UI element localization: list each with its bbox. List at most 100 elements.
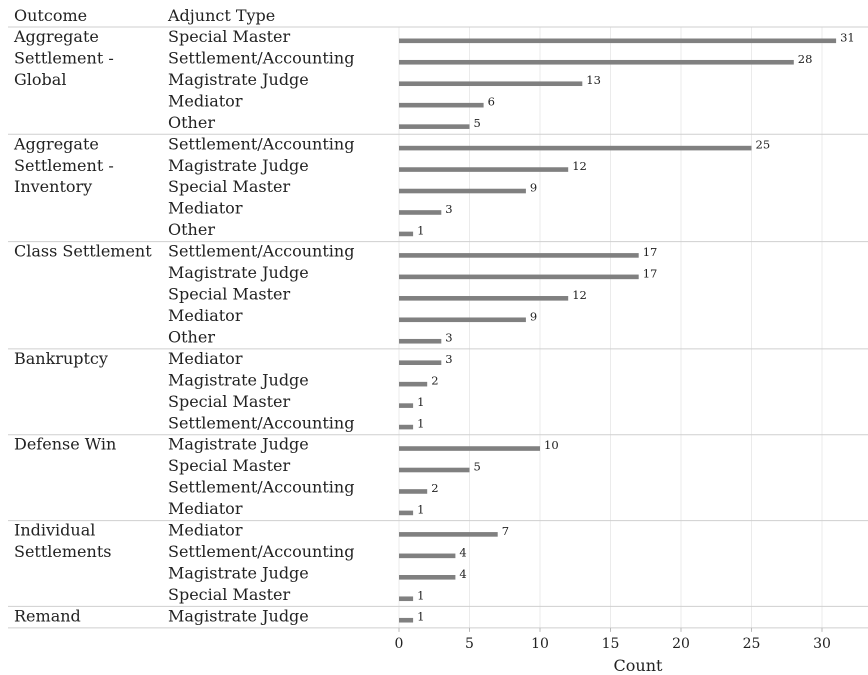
outcome-label: Individual bbox=[14, 521, 95, 540]
grid-layer bbox=[398, 27, 823, 628]
adjunct-label: Settlement/Accounting bbox=[168, 413, 354, 432]
adjunct-label: Magistrate Judge bbox=[168, 263, 309, 282]
bar-value-label: 1 bbox=[417, 395, 424, 409]
bar bbox=[399, 446, 540, 451]
x-axis: 0 5 10 15 20 25 30 bbox=[395, 627, 831, 652]
outcome-label: Global bbox=[14, 70, 66, 89]
bar bbox=[399, 467, 470, 473]
adjunct-label: Mediator bbox=[168, 91, 243, 110]
outcome-label: Bankruptcy bbox=[14, 349, 108, 368]
bar bbox=[399, 102, 484, 108]
bar-value-label: 28 bbox=[798, 52, 813, 66]
column-header-adjunct: Adjunct Type bbox=[167, 6, 275, 25]
adjunct-label: Special Master bbox=[168, 392, 291, 411]
bar-value-label: 3 bbox=[445, 202, 452, 216]
bar-value-label: 1 bbox=[417, 502, 424, 516]
adjunct-label: Magistrate Judge bbox=[168, 156, 309, 175]
adjunct-label: Other bbox=[168, 113, 215, 132]
bar bbox=[399, 231, 414, 237]
bar-value-label: 3 bbox=[445, 331, 452, 345]
bar-value-label: 1 bbox=[417, 588, 424, 602]
x-tick-label: 0 bbox=[395, 636, 404, 652]
bar bbox=[399, 81, 583, 87]
bar bbox=[399, 59, 794, 65]
outcome-label: Defense Win bbox=[14, 435, 116, 454]
bar-value-label: 9 bbox=[530, 181, 537, 195]
x-tick-label: 20 bbox=[672, 636, 690, 652]
bar-value-label: 4 bbox=[459, 545, 466, 559]
outcome-label: Class Settlement bbox=[14, 242, 152, 261]
adjunct-label: Mediator bbox=[168, 199, 243, 218]
x-tick-label: 15 bbox=[602, 636, 620, 652]
bar bbox=[399, 575, 456, 580]
x-tick-label: 5 bbox=[465, 636, 474, 652]
adjunct-label: Magistrate Judge bbox=[168, 370, 309, 389]
x-tick-label: 10 bbox=[531, 636, 549, 652]
row-labels: Aggregate Settlement - Global Special Maste… bbox=[13, 27, 354, 625]
adjunct-label: Other bbox=[168, 220, 215, 239]
adjunct-label: Settlement/Accounting bbox=[168, 542, 354, 561]
bar-value-label: 17 bbox=[643, 245, 658, 259]
outcome-label: Inventory bbox=[14, 177, 92, 196]
bar bbox=[399, 424, 414, 430]
bar bbox=[399, 403, 414, 408]
column-header-outcome: Outcome bbox=[14, 6, 87, 25]
outcome-label: Remand bbox=[14, 606, 81, 625]
bar-value-label: 9 bbox=[530, 309, 537, 323]
bar bbox=[399, 296, 569, 301]
group-separators bbox=[8, 26, 868, 629]
adjunct-label: Special Master bbox=[168, 456, 291, 475]
bar bbox=[399, 38, 837, 44]
bar-value-label: 5 bbox=[474, 116, 481, 130]
outcome-label: Settlement - bbox=[14, 48, 114, 67]
outcome-label: Settlement - bbox=[14, 156, 114, 175]
adjunct-label: Other bbox=[168, 327, 215, 346]
adjunct-label: Magistrate Judge bbox=[168, 435, 309, 454]
bar bbox=[399, 317, 526, 323]
x-tick-label: 30 bbox=[813, 636, 831, 652]
bar bbox=[399, 274, 639, 280]
adjunct-label: Settlement/Accounting bbox=[168, 48, 354, 67]
bar-value-label: 4 bbox=[459, 567, 466, 581]
x-axis-label: Count bbox=[614, 656, 663, 675]
adjunct-label: Special Master bbox=[168, 285, 291, 304]
bar-value-label: 25 bbox=[756, 138, 771, 152]
bar-value-label: 17 bbox=[643, 266, 658, 280]
bar bbox=[399, 532, 498, 537]
bar bbox=[399, 510, 414, 516]
bar-value-label: 7 bbox=[502, 524, 509, 538]
bar bbox=[399, 188, 526, 194]
bar-value-label: 5 bbox=[474, 460, 481, 474]
bar bbox=[399, 145, 752, 151]
x-tick-label: 25 bbox=[743, 636, 761, 652]
bar-value-label: 2 bbox=[431, 374, 438, 388]
bar-value-label: 1 bbox=[417, 610, 424, 624]
adjunct-label: Magistrate Judge bbox=[168, 70, 309, 89]
bar bbox=[399, 596, 414, 602]
bar bbox=[399, 360, 442, 365]
bar-value-label: 3 bbox=[445, 352, 452, 366]
bar-value-label: 31 bbox=[840, 30, 855, 44]
bar bbox=[399, 381, 428, 387]
adjunct-label: Mediator bbox=[168, 306, 243, 325]
bar bbox=[399, 253, 639, 258]
adjunct-label: Settlement/Accounting bbox=[168, 242, 354, 261]
bar bbox=[399, 553, 456, 559]
bar-value-label: 1 bbox=[417, 223, 424, 237]
bar bbox=[399, 124, 470, 129]
bar bbox=[399, 338, 442, 344]
bar bbox=[399, 210, 442, 215]
adjunct-label: Settlement/Accounting bbox=[168, 134, 354, 153]
bar-value-label: 6 bbox=[488, 95, 495, 109]
adjunct-label: Settlement/Accounting bbox=[168, 478, 354, 497]
outcome-label: Aggregate bbox=[13, 134, 99, 153]
outcome-label: Aggregate bbox=[13, 27, 99, 46]
bar bbox=[399, 617, 414, 623]
bar-value-label: 1 bbox=[417, 417, 424, 431]
bar bbox=[399, 489, 428, 494]
outcome-label: Settlements bbox=[14, 542, 111, 561]
bar-value-label: 2 bbox=[431, 481, 438, 495]
adjunct-label: Special Master bbox=[168, 27, 291, 46]
